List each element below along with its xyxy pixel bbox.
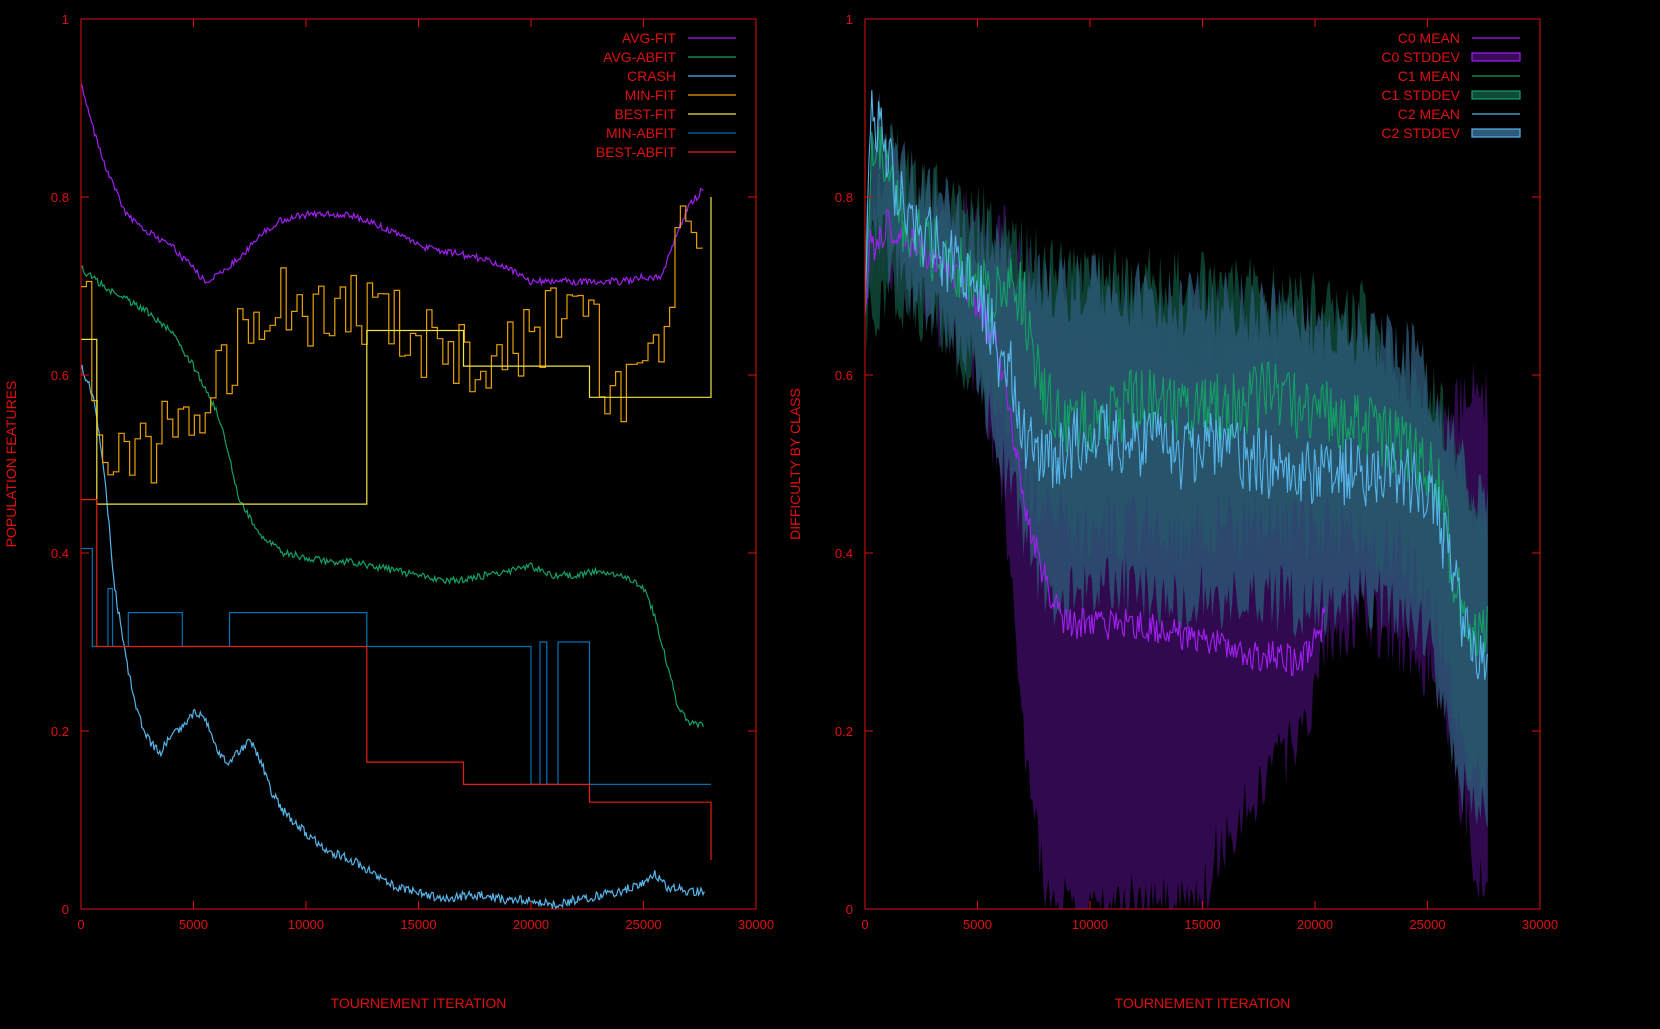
legend-item: AVG-FIT (622, 30, 736, 46)
legend-item: MIN-ABFIT (606, 125, 736, 141)
series-line-best-fit (81, 197, 712, 505)
y-axis: 0 0.2 0.4 0.6 0.8 1 (835, 12, 1540, 917)
series-line-avg-fit (80, 83, 704, 287)
plot-area (80, 83, 712, 911)
legend-label: C0 MEAN (1398, 30, 1460, 46)
legend-item: C2 MEAN (1398, 106, 1520, 122)
y-tick-label: 0.6 (51, 368, 69, 383)
legend-label: MIN-FIT (625, 87, 677, 103)
y-tick-label: 0.8 (51, 190, 69, 205)
legend-label: C2 STDDEV (1381, 125, 1460, 141)
legend-item: MIN-FIT (625, 87, 736, 103)
legend-label: C1 MEAN (1398, 68, 1460, 84)
y-tick-label: 0.2 (835, 724, 853, 739)
x-tick-label: 25000 (625, 917, 661, 932)
legend-label: AVG-FIT (622, 30, 677, 46)
x-tick-label: 5000 (963, 917, 992, 932)
y-tick-label: 1 (62, 12, 69, 27)
chart-panel-2: 0 5000 10000 15000 20000 25000 30000 0 0.2 0.4 0.6… (787, 12, 1558, 1011)
legend-label: C0 STDDEV (1381, 49, 1460, 65)
x-tick-label: 30000 (738, 917, 774, 932)
series-line-min-fit (81, 205, 703, 484)
legend-item: C1 STDDEV (1381, 87, 1521, 103)
legend-item: C1 MEAN (1398, 68, 1520, 84)
x-axis-label: TOURNEMENT ITERATION (331, 995, 507, 1011)
y-tick-label: 0.2 (51, 724, 69, 739)
y-tick-label: 0 (846, 902, 853, 917)
legend-swatch (1471, 90, 1521, 100)
series-band-c2-stddev (865, 91, 1488, 829)
x-tick-label: 10000 (288, 917, 324, 932)
y-tick-label: 0.8 (835, 190, 853, 205)
legend-label: C1 STDDEV (1381, 87, 1460, 103)
x-tick-label: 10000 (1072, 917, 1108, 932)
x-tick-label: 5000 (179, 917, 208, 932)
legend-item: C2 STDDEV (1381, 125, 1521, 141)
legend-item: BEST-ABFIT (596, 144, 736, 160)
legend-item: C0 MEAN (1398, 30, 1520, 46)
legend-item: BEST-FIT (615, 106, 736, 122)
series-line-c1-mean (864, 126, 1488, 657)
x-tick-label: 25000 (1409, 917, 1445, 932)
legend-label: BEST-ABFIT (596, 144, 677, 160)
series-line-best-abfit (81, 499, 712, 860)
legend-swatch (1471, 128, 1521, 138)
legend-label: BEST-FIT (615, 106, 677, 122)
x-tick-label: 20000 (513, 917, 549, 932)
y-tick-label: 0.4 (51, 546, 69, 561)
x-axis-label: TOURNEMENT ITERATION (1115, 995, 1291, 1011)
series-line-c2-mean (864, 90, 1488, 680)
legend: C0 MEAN C0 STDDEV C1 MEAN C1 STDDEV C2 MEAN C… (1381, 30, 1521, 141)
legend: AVG-FIT AVG-ABFIT CRASH MIN-FIT BEST-FIT MIN-… (596, 30, 736, 160)
x-tick-label: 30000 (1522, 917, 1558, 932)
y-tick-label: 0.6 (835, 368, 853, 383)
y-tick-label: 0 (62, 902, 69, 917)
chart-panel-1: 0 5000 10000 15000 20000 25000 30000 0 0.2 0.4 0.6… (3, 12, 774, 1011)
legend-label: AVG-ABFIT (603, 49, 676, 65)
x-tick-label: 15000 (400, 917, 436, 932)
legend-item: CRASH (627, 68, 736, 84)
legend-label: MIN-ABFIT (606, 125, 676, 141)
x-tick-label: 15000 (1184, 917, 1220, 932)
legend-label: C2 MEAN (1398, 106, 1460, 122)
y-axis-label: POPULATION FEATURES (3, 381, 19, 548)
x-axis: 0 5000 10000 15000 20000 25000 30000 (861, 19, 1558, 932)
series-line-avg-abfit (80, 265, 704, 729)
legend-item: C0 STDDEV (1381, 49, 1521, 65)
series-line-crash (80, 364, 705, 911)
x-tick-label: 20000 (1297, 917, 1333, 932)
x-tick-label: 0 (861, 917, 868, 932)
y-tick-label: 1 (846, 12, 853, 27)
y-axis: 0 0.2 0.4 0.6 0.8 1 (51, 12, 756, 917)
legend-swatch (1471, 52, 1521, 62)
legend-item: AVG-ABFIT (603, 49, 736, 65)
y-axis-label: DIFFICULTY BY CLASS (787, 388, 803, 540)
x-axis: 0 5000 10000 15000 20000 25000 30000 (77, 19, 774, 932)
x-tick-label: 0 (77, 917, 84, 932)
y-tick-label: 0.4 (835, 546, 853, 561)
legend-label: CRASH (627, 68, 676, 84)
plot-area (864, 90, 1488, 909)
